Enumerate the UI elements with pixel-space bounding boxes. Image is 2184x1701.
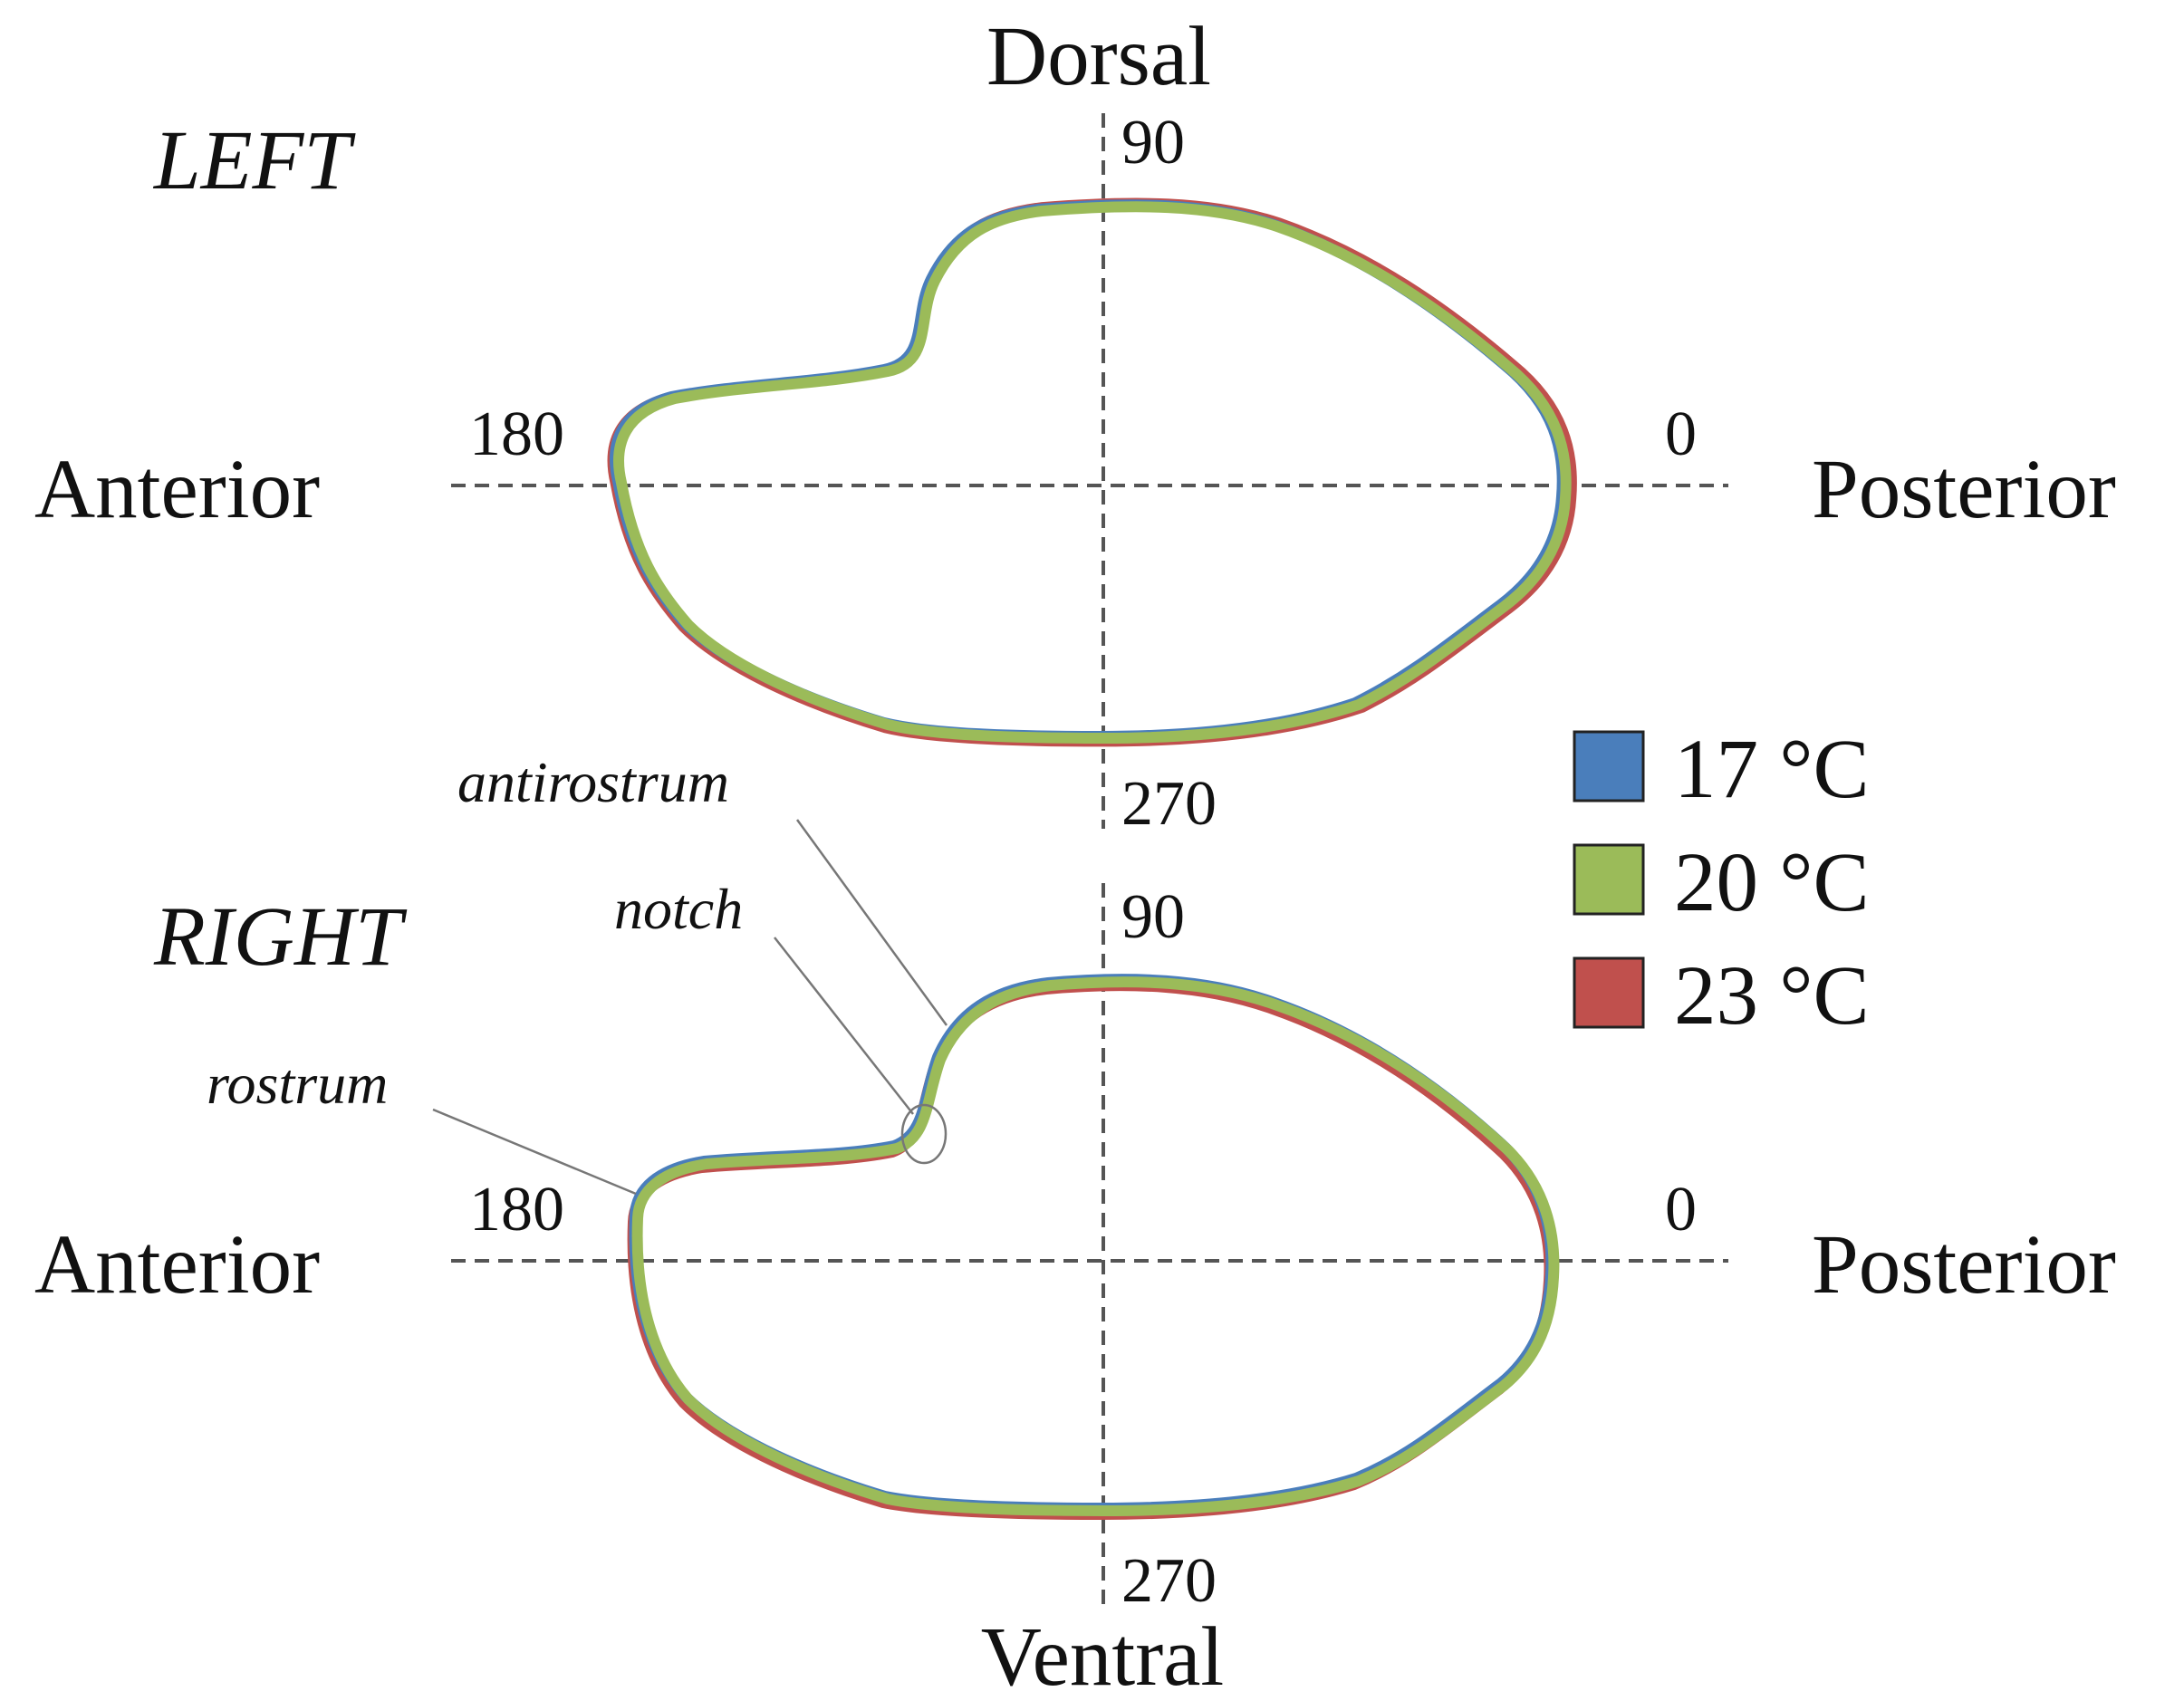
angle-270-right: 270 bbox=[1121, 1546, 1217, 1616]
rostrum-label: rostrum bbox=[207, 1052, 388, 1116]
legend-item-20c: 20 °C bbox=[1573, 836, 1869, 929]
angle-180-right: 180 bbox=[469, 1175, 564, 1245]
ventral-label: Ventral bbox=[981, 1610, 1225, 1701]
rostrum-leader bbox=[432, 1108, 637, 1196]
panel-title-left: LEFT bbox=[152, 114, 356, 207]
outline-17c-right bbox=[629, 974, 1557, 1514]
panel-title-right: RIGHT bbox=[153, 890, 408, 984]
posterior-label-left: Posterior bbox=[1812, 443, 2116, 536]
legend-swatch-20c bbox=[1573, 843, 1645, 916]
notch-leader bbox=[774, 937, 914, 1115]
angle-90-right: 90 bbox=[1121, 882, 1185, 952]
posterior-label-right: Posterior bbox=[1812, 1218, 2116, 1312]
angle-0-right: 0 bbox=[1665, 1175, 1697, 1245]
dorsal-label: Dorsal bbox=[986, 10, 1211, 103]
anterior-label-left: Anterior bbox=[34, 443, 320, 536]
legend-item-23c: 23 °C bbox=[1573, 949, 1869, 1043]
outline-20c-right bbox=[631, 976, 1560, 1516]
angle-90-left: 90 bbox=[1121, 108, 1185, 178]
outline-23c-right bbox=[627, 980, 1555, 1520]
legend-label-23c: 23 °C bbox=[1674, 949, 1869, 1043]
anterior-label-right: Anterior bbox=[34, 1218, 320, 1312]
legend-swatch-23c bbox=[1573, 956, 1645, 1029]
antirostrum-leader bbox=[795, 819, 948, 1026]
antirostrum-label: antirostrum bbox=[457, 750, 729, 814]
panel-left: LEFT 90 180 0 270 Anterior Posterior bbox=[34, 108, 2116, 839]
angle-0-left: 0 bbox=[1665, 399, 1697, 469]
legend-label-17c: 17 °C bbox=[1674, 723, 1869, 816]
angle-270-left: 270 bbox=[1121, 769, 1217, 839]
angle-180-left: 180 bbox=[469, 399, 564, 469]
notch-marker-circle bbox=[900, 1103, 948, 1165]
legend-swatch-17c bbox=[1573, 730, 1645, 802]
panel-right: RIGHT 90 180 0 270 Anterior Posterior an… bbox=[34, 750, 2116, 1616]
legend-item-17c: 17 °C bbox=[1573, 723, 1869, 816]
outline-17c-left bbox=[610, 199, 1568, 742]
notch-label: notch bbox=[614, 877, 743, 941]
legend: 17 °C 20 °C 23 °C bbox=[1573, 723, 1869, 1043]
legend-label-20c: 20 °C bbox=[1674, 836, 1869, 929]
outline-20c-left bbox=[613, 201, 1572, 744]
